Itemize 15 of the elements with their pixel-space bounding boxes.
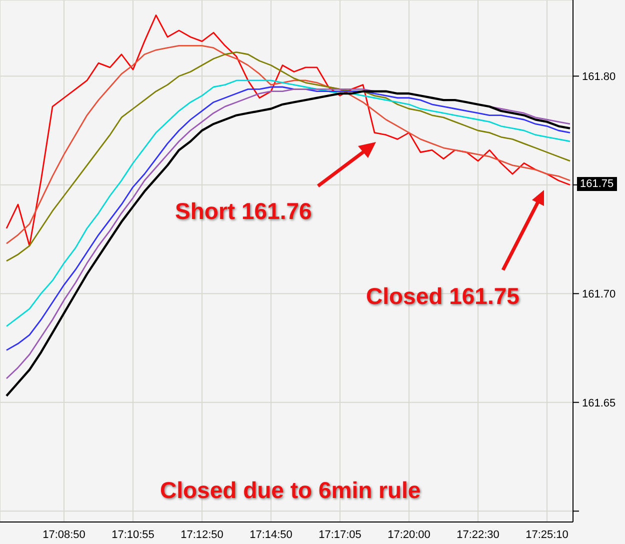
annotation: Short 161.76 xyxy=(175,198,312,225)
x-tick-label: 17:20:00 xyxy=(388,528,430,541)
x-tick-label: 17:22:30 xyxy=(456,528,500,541)
annotation: Closed 161.75 xyxy=(366,283,520,310)
x-tick-label: 17:14:50 xyxy=(250,528,292,541)
x-tick-label: 17:25:10 xyxy=(526,528,568,541)
text: 161.75 xyxy=(577,176,617,191)
annotation: Closed due to 6min rule xyxy=(160,477,421,504)
y-tick-label: 161.80 xyxy=(582,71,616,84)
y-tick-label: 161.65 xyxy=(582,397,616,410)
x-tick-label: 17:08:50 xyxy=(42,528,86,541)
x-tick-label: 17:10:55 xyxy=(112,528,154,541)
x-tick-label: 17:12:50 xyxy=(180,528,224,541)
y-tick-label: 161.70 xyxy=(582,288,616,301)
x-tick-label: 17:17:05 xyxy=(318,528,362,541)
